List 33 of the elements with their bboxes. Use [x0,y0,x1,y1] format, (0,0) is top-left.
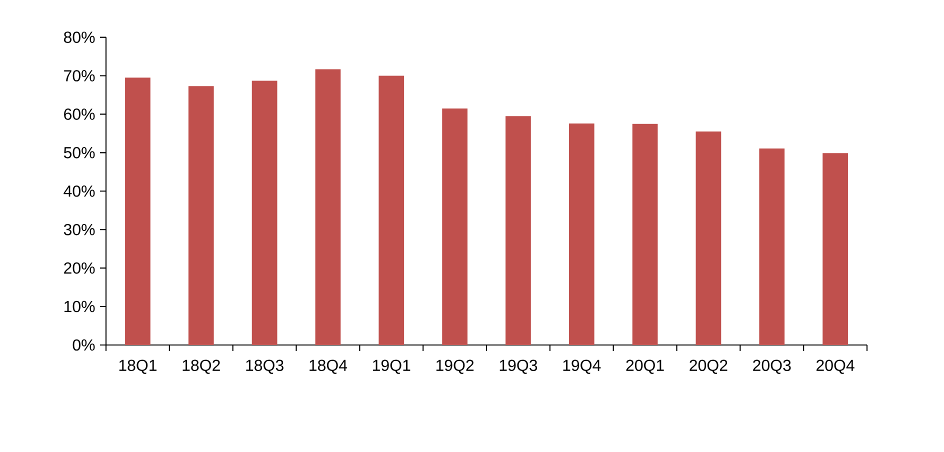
bar [252,80,278,345]
y-tick-label: 0% [72,339,95,351]
x-tick-label: 19Q4 [563,360,601,374]
x-tick-label: 18Q3 [246,360,284,374]
y-tick-label: 10% [64,300,95,312]
x-tick-label: 18Q4 [310,360,348,374]
x-tick-label: 18Q2 [182,360,220,374]
x-tick-label: 19Q3 [500,360,538,374]
x-tick-label: 20Q2 [690,360,728,374]
bar [315,69,341,345]
x-tick-label: 20Q4 [816,360,854,374]
bar [442,108,468,345]
y-tick-label: 40% [64,185,95,197]
y-tick-label: 80% [64,32,95,43]
bar [378,76,404,345]
bar [506,116,531,345]
y-tick-label: 30% [64,224,95,236]
bar [188,86,214,345]
y-tick-label: 50% [64,147,95,158]
y-tick-label: 60% [64,108,95,120]
bar [759,148,785,345]
x-tick-label: 18Q1 [119,360,157,374]
x-tick-label: 20Q1 [626,360,664,374]
bar [125,78,150,345]
x-tick-label: 19Q2 [436,360,474,374]
bar [696,132,722,345]
bar [568,123,594,345]
y-tick-label: 70% [64,70,95,82]
x-tick-label: 19Q1 [373,360,410,374]
y-tick-label: 20% [64,262,95,274]
bar [822,153,848,345]
bar [632,124,658,345]
x-tick-label: 20Q3 [753,360,791,374]
